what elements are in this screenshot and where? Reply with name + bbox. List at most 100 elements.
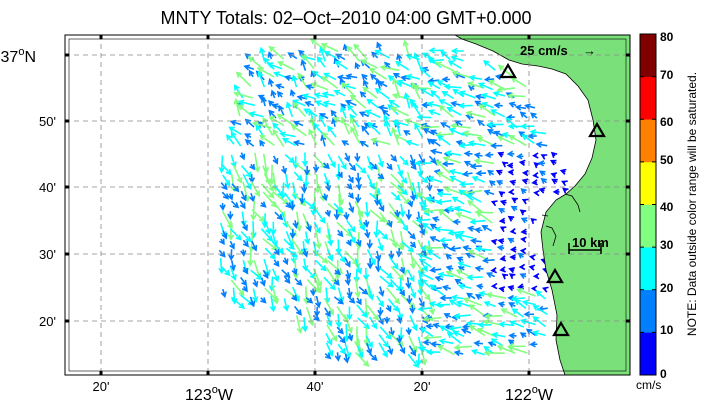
reference-vector-label: 25 cm/s — [520, 43, 568, 58]
current-vector-arrow — [490, 142, 503, 149]
current-vector-arrow — [444, 150, 461, 157]
current-vector-arrow — [267, 78, 275, 87]
current-vector-arrow — [221, 266, 231, 277]
current-vector-arrow — [354, 278, 361, 299]
current-vector-arrow — [541, 286, 549, 293]
current-vector-arrow — [267, 51, 274, 60]
current-vector-arrow — [291, 268, 298, 276]
current-vector-arrow — [530, 217, 537, 225]
current-vector-arrow — [424, 244, 443, 252]
current-vector-arrow — [535, 290, 546, 300]
current-vector-arrow — [438, 99, 453, 108]
current-vector-arrow — [506, 150, 515, 158]
current-vector-arrow — [344, 276, 351, 286]
current-vector-arrow — [377, 104, 388, 111]
current-vector-arrow — [301, 317, 309, 333]
current-vector-arrow — [344, 99, 357, 107]
current-vector-arrow — [390, 173, 405, 189]
degree-symbol: o — [532, 384, 538, 396]
current-vector-arrow — [528, 254, 536, 261]
current-vector-arrow — [449, 122, 472, 130]
current-vector-arrow — [230, 131, 242, 147]
current-vector-arrow — [295, 211, 303, 232]
current-vector-arrow — [290, 124, 307, 137]
current-vector-arrow — [277, 61, 295, 71]
current-vector-arrow — [297, 72, 308, 89]
current-vector-arrow — [422, 128, 434, 135]
current-vector-arrow — [448, 299, 461, 308]
current-vector-arrow — [249, 296, 256, 308]
current-vector-arrow — [278, 104, 285, 116]
current-vector-arrow — [521, 134, 535, 145]
current-vector-arrow — [304, 100, 315, 107]
current-vector-arrow — [499, 266, 506, 273]
current-vector-arrow — [375, 250, 382, 262]
current-vector-arrow — [448, 127, 464, 136]
colorbar-unit: cm/s — [636, 378, 661, 392]
current-vector-arrow — [511, 308, 524, 318]
current-vector-arrow — [403, 130, 411, 136]
reference-vector: 25 cm/s → — [520, 43, 596, 58]
current-vector-arrow — [283, 275, 291, 285]
current-vector-arrow — [538, 170, 546, 177]
current-vector-arrow — [242, 239, 249, 248]
current-vector-arrow — [219, 203, 226, 212]
current-vector-arrow — [422, 339, 431, 346]
current-vector-arrow — [508, 134, 527, 147]
current-vector-arrow — [507, 345, 528, 354]
current-vector-arrow — [376, 41, 382, 52]
current-vector-arrow — [230, 279, 245, 297]
current-vector-arrow — [264, 220, 272, 235]
current-vector-arrow — [519, 332, 527, 339]
current-vector-arrow — [237, 99, 255, 107]
current-vector-arrow — [399, 203, 406, 218]
colorbar-band — [640, 332, 656, 376]
current-vector-arrow — [437, 345, 455, 356]
current-vector-arrow — [378, 334, 389, 348]
current-vector-arrow — [337, 229, 344, 238]
current-vector-arrow — [337, 155, 347, 171]
current-vector-arrow — [508, 267, 515, 274]
current-vector-arrow — [315, 209, 326, 224]
current-vector-arrow — [334, 268, 341, 276]
current-vector-arrow — [239, 152, 246, 161]
colorbar-tick-label: 10 — [660, 323, 674, 337]
current-vector-arrow — [347, 228, 356, 244]
current-vector-arrow — [447, 229, 465, 236]
current-vector-arrow — [232, 164, 243, 184]
current-vector-arrow — [373, 220, 380, 239]
current-vector-arrow — [398, 173, 408, 184]
current-vector-arrow — [435, 61, 455, 72]
current-vector-arrow — [498, 217, 506, 224]
current-vector-arrow — [304, 231, 311, 245]
current-vector-arrow — [250, 200, 257, 221]
current-vector-arrow — [399, 266, 405, 275]
current-vector-arrow — [396, 316, 403, 325]
current-vector-arrow — [466, 292, 476, 300]
current-vector-arrow — [334, 352, 342, 362]
current-vector-arrow — [319, 46, 327, 62]
current-vector-arrow — [509, 254, 516, 261]
current-vector-arrow — [366, 342, 373, 355]
current-vector-arrow — [322, 100, 336, 107]
current-vector-arrow — [421, 101, 431, 109]
current-vector-arrow — [495, 169, 503, 176]
current-vector-arrow — [450, 47, 464, 55]
current-vector-arrow — [289, 89, 296, 97]
current-vector-arrow — [374, 49, 390, 59]
current-vector-arrow — [369, 161, 378, 170]
current-vector-arrow — [320, 134, 327, 147]
current-vector-arrow — [292, 139, 305, 147]
current-vector-arrow — [519, 209, 527, 216]
current-vector-arrow — [499, 199, 507, 206]
current-vector-arrow — [301, 152, 309, 168]
colorbar-tick-label: 50 — [660, 153, 674, 167]
current-vector-arrow — [273, 71, 286, 78]
current-vector-arrow — [507, 215, 515, 222]
current-vector-arrow — [386, 162, 393, 171]
current-vector-arrow — [266, 62, 283, 70]
current-vector-arrow — [550, 151, 558, 158]
colorbar-band — [640, 119, 656, 163]
current-vector-arrow — [473, 340, 483, 347]
current-vector-arrow — [231, 183, 240, 193]
